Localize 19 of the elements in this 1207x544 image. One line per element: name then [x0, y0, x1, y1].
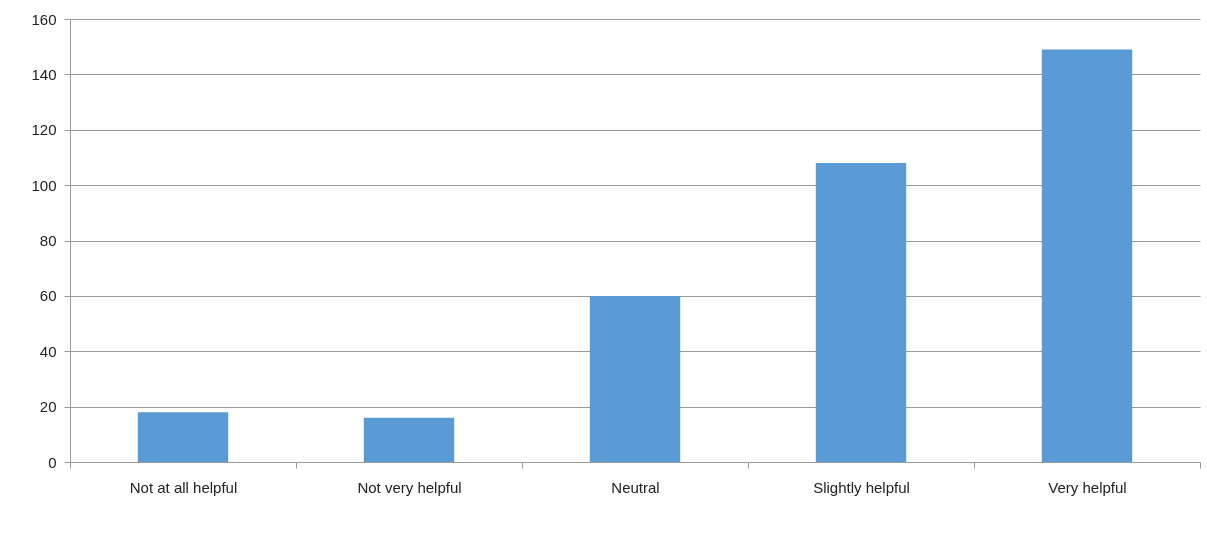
bar [137, 412, 229, 462]
x-tick-label: Not at all helpful [129, 478, 238, 496]
y-tick-label: 140 [31, 65, 57, 83]
bar [1041, 49, 1133, 462]
bar [589, 295, 681, 462]
x-tick-label: Slightly helpful [813, 478, 910, 496]
y-tick-label: 100 [31, 176, 57, 194]
x-tick-label: Not very helpful [357, 478, 462, 496]
y-tick-label: 60 [39, 287, 57, 305]
bar [363, 417, 455, 462]
y-tick-label: 160 [31, 10, 57, 28]
y-tick-label: 80 [39, 232, 57, 249]
y-tick-label: 120 [31, 121, 57, 139]
bar [815, 162, 907, 462]
y-tick-label: 0 [48, 453, 57, 471]
x-tick-label: Neutral [611, 478, 660, 496]
y-tick-label: 20 [39, 398, 57, 416]
x-tick-label: Very helpful [1048, 478, 1127, 496]
y-tick-label: 40 [39, 342, 57, 360]
